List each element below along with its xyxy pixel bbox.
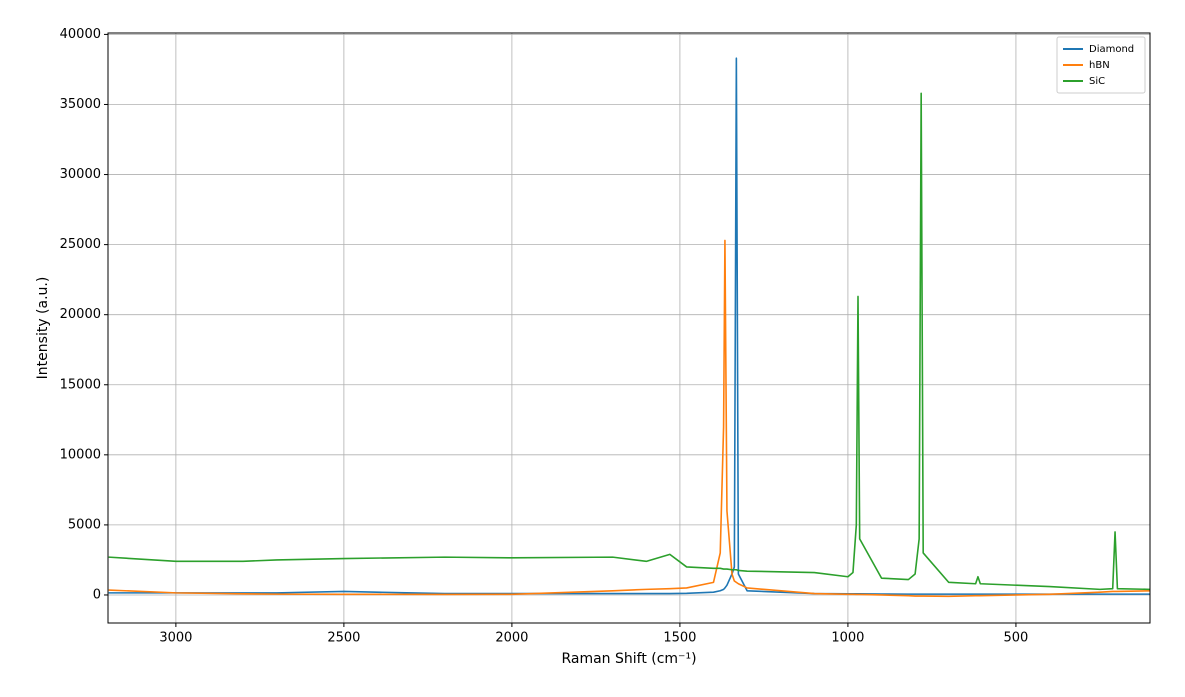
legend-box [1056,36,1146,94]
y-tick-label: 5000 [68,517,101,532]
y-tick-label: 20000 [60,307,101,322]
y-axis-label: Intensity (a.u.) [35,277,51,380]
legend: Diamond hBN SiC [1056,36,1146,94]
x-axis-label: Raman Shift (cm⁻¹) [561,651,696,667]
x-tick-label: 2500 [327,631,360,646]
series-line [108,57,1150,595]
y-tick-label: 10000 [60,447,101,462]
lines [108,57,1150,598]
y-tick-label: 25000 [60,237,101,252]
plot-frame [107,32,1151,624]
x-tick-label: 3000 [159,631,192,646]
y-tick-label: 15000 [60,377,101,392]
y-tick-label: 30000 [60,167,101,182]
series-line [108,239,1150,598]
legend-label: SiC [1089,76,1105,87]
x-tick-label: 1500 [663,631,696,646]
y-tick-label: 35000 [60,97,101,112]
ticks: 0 5000 10000 15000 20000 25000 30000 35000 40000… [60,27,1029,646]
y-tick-label: 40000 [60,27,101,42]
x-tick-label: 1000 [831,631,864,646]
legend-label: Diamond [1089,44,1134,55]
x-tick-label: 2000 [495,631,528,646]
x-tick-label: 500 [1004,631,1029,646]
series-line [108,92,1150,591]
y-tick-label: 0 [93,587,101,602]
legend-label: hBN [1089,60,1110,71]
grid [108,33,1150,623]
